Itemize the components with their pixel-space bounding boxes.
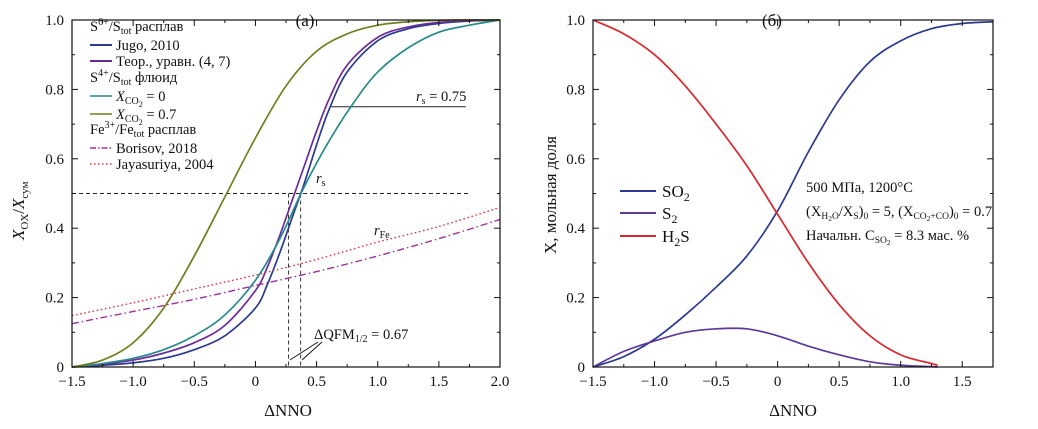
panel-b-y-axis-title: X, мольная доля	[541, 136, 560, 254]
panel-a-y-axis-title: XOX/Xсум	[9, 182, 31, 241]
panel-b-series	[592, 19, 994, 368]
panel-a-ticks: −1.5 −1.0 −0.5 0 0.5 1.0 1.5 2.0 0 0.2 0.4 0.6 0.8 1.…	[45, 13, 509, 390]
series-line-so2	[592, 20, 994, 368]
y-tick-label: 1.0	[45, 13, 64, 29]
panel-b-label: (б)	[762, 11, 782, 30]
panel-b-ticks: −1.5 −1.0 −0.5 0 0.5 1.0 1.5 0 0.2 0.4 0.6 0.8 1.0	[566, 13, 993, 390]
y-tick-label: 0.2	[566, 291, 585, 307]
panel-a-x-axis-title: ΔNNO	[264, 401, 312, 420]
x-tick-label: 1.5	[953, 374, 972, 390]
x-tick-label: 1.0	[891, 374, 910, 390]
y-tick-label: 0.6	[45, 152, 64, 168]
y-tick-label: 1.0	[566, 13, 585, 29]
panel-b: −1.5 −1.0 −0.5 0 0.5 1.0 1.5 0 0.2 0.4 0.6 0.8 1.0 (…	[541, 11, 994, 420]
x-tick-label: −0.5	[181, 374, 208, 390]
legend-label-s2: S2	[662, 204, 677, 226]
legend-label-h2s: H2S	[662, 227, 690, 249]
annotation-rfe: rFe	[374, 223, 390, 241]
panel-b-plot-frame	[592, 19, 994, 368]
legend-group-header-s6: S6+/Stot расплав	[90, 17, 184, 37]
y-tick-label: 0	[57, 360, 65, 376]
annotation-conditions-line2: (XH2O/XS)0 = 5, (XCO2+CO)0 = 0.7	[806, 204, 992, 223]
annotation-dqfm-arrow-right	[301, 341, 323, 361]
annotation-dqfm: ΔQFM1/2 = 0.67	[314, 327, 408, 345]
legend-label-jugo: Jugo, 2010	[116, 38, 180, 54]
series-line-jugo-2010	[71, 19, 501, 368]
y-tick-label: 0.4	[45, 221, 64, 237]
panel-a-label: (а)	[296, 11, 315, 30]
y-tick-label: 0.4	[566, 221, 585, 237]
x-tick-label: −1.0	[120, 374, 147, 390]
x-tick-label: 0	[774, 374, 782, 390]
annotation-dqfm-arrow-left	[289, 341, 319, 361]
legend-label-xco2-07: XCO2 = 0.7	[115, 107, 176, 127]
x-tick-label: 0	[252, 374, 260, 390]
y-tick-label: 0.2	[45, 291, 64, 307]
panel-a-series	[71, 19, 501, 368]
y-tick-label: 0.8	[45, 82, 64, 98]
series-line-xco2-0	[71, 19, 501, 368]
x-tick-label: −0.5	[702, 374, 729, 390]
x-tick-label: −1.5	[579, 374, 606, 390]
legend-label-xco2-0: XCO2 = 0	[115, 89, 165, 109]
x-tick-label: 2.0	[491, 374, 510, 390]
series-line-borisov-2018	[71, 218, 501, 325]
y-tick-label: 0.6	[566, 152, 585, 168]
series-line-теор-уравн-4-7	[71, 19, 501, 368]
legend-label-so2: SO2	[662, 182, 690, 204]
series-line-h2s	[592, 19, 938, 367]
x-tick-label: 1.0	[368, 374, 387, 390]
x-tick-label: 1.5	[429, 374, 448, 390]
annotation-rs-075: rs = 0.75	[416, 89, 466, 107]
series-line-xco2-0-7	[71, 19, 501, 368]
panel-b-legend: SO2 S2 H2S	[620, 182, 690, 249]
annotation-rs: rs	[316, 171, 326, 189]
x-tick-label: 0.5	[830, 374, 849, 390]
panel-b-x-axis-title: ΔNNO	[769, 401, 817, 420]
panel-a: −1.5 −1.0 −0.5 0 0.5 1.0 1.5 2.0 0 0.2 0.4 0.6 0.8 1.…	[9, 11, 509, 420]
x-tick-label: 0.5	[307, 374, 326, 390]
y-tick-label: 0	[578, 360, 586, 376]
legend-label-jayasuriya: Jayasuriya, 2004	[116, 157, 214, 173]
legend-group-header-fe: Fe3+/Fetot расплав	[90, 120, 196, 140]
x-tick-label: −1.0	[641, 374, 668, 390]
y-tick-label: 0.8	[566, 82, 585, 98]
legend-group-header-s4: S4+/Stot флюид	[90, 68, 178, 88]
series-line-jayasuriya-2004	[71, 206, 501, 317]
annotation-conditions-line3: Начальн. CSO2 = 8.3 мас. %	[806, 228, 969, 247]
legend-label-borisov: Borisov, 2018	[116, 141, 197, 157]
annotation-conditions-line1: 500 МПа, 1200°C	[806, 180, 913, 196]
legend-label-theor: Теор., уравн. (4, 7)	[116, 54, 230, 70]
panel-a-legend: S6+/Stot расплав Jugo, 2010 Теор., уравн…	[90, 17, 230, 173]
x-tick-label: −1.5	[58, 374, 85, 390]
